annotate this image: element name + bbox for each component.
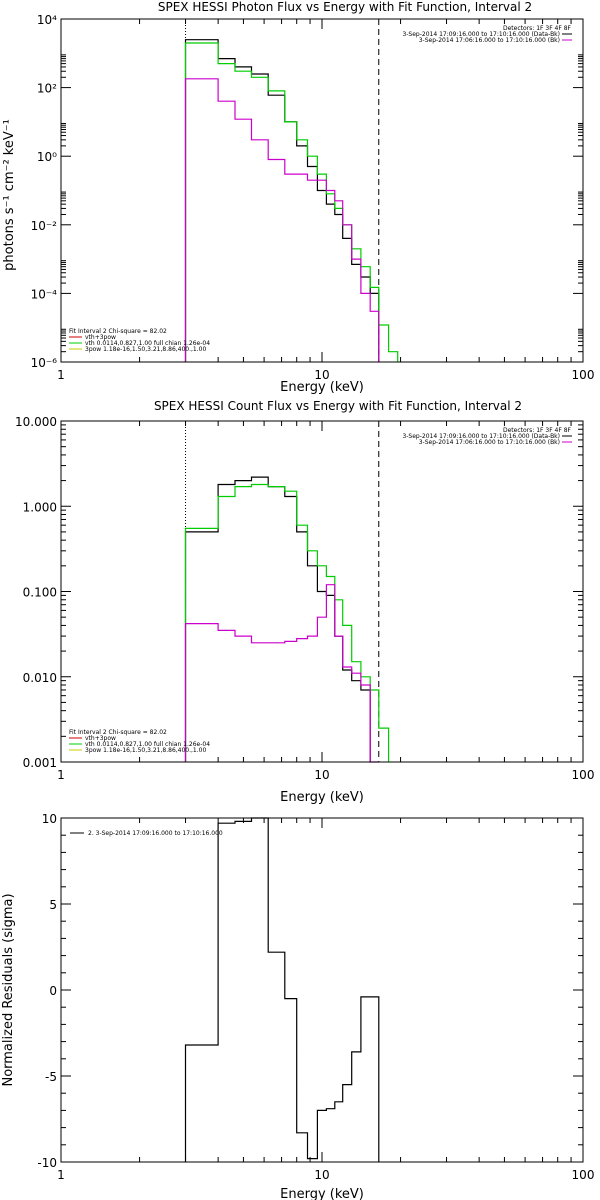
y-tick-label-3: 5	[49, 898, 57, 912]
y-tick-label-4: 10.000	[15, 415, 57, 429]
count-flux-legend-right: Detectors: 1F 3F 4F 8F 3-Sep-2014 17:09:…	[402, 427, 572, 446]
count-flux-title: SPEX HESSI Count Flux vs Energy with Fit…	[154, 399, 522, 413]
residuals-legend: 2. 3-Sep-2014 17:09:16.000 to 17:10:16.0…	[70, 830, 223, 837]
legend-bk-interval: 3-Sep-2014 17:06:16.000 to 17:10:16.000 …	[419, 439, 560, 446]
residuals-xlabel: Energy (keV)	[280, 1187, 364, 1200]
count-flux-series	[184, 476, 390, 763]
y-tick-label-2: 0.100	[23, 586, 57, 600]
residuals-series	[184, 817, 380, 1162]
count-flux-ticks: 1 10 100 0.001 0.010 0.100 1.000 10.000	[15, 415, 594, 782]
series-2--line	[184, 817, 380, 1162]
y-tick-label-3: 10⁰	[37, 150, 57, 164]
legend-vth-params: vth 0.0114,0.827,1.00 full chian 1.26e-0…	[85, 340, 210, 347]
y-tick-label-0: 10⁻⁶	[31, 356, 58, 370]
series-bk-line	[184, 584, 379, 763]
y-tick-label-3: 1.000	[23, 500, 57, 514]
legend-fit-function: vth+3pow	[85, 735, 116, 742]
x-tick-label-0: 1	[57, 368, 65, 382]
photon-flux-series	[184, 39, 399, 362]
x-tick-label-1: 10	[314, 768, 329, 782]
legend-data-interval: 3-Sep-2014 17:09:16.000 to 17:10:16.000 …	[402, 31, 560, 38]
legend-detectors: Detectors: 1F 3F 4F 8F	[503, 427, 572, 434]
y-tick-label-0: -10	[37, 1156, 57, 1170]
photon-flux-xlabel: Energy (keV)	[280, 380, 364, 395]
x-tick-label-2: 100	[572, 768, 595, 782]
y-tick-label-1: -5	[45, 1070, 57, 1084]
legend-3pow-params: 3pow 1.18e-16,1.50,3.21,8.86,400.,1.00	[85, 747, 206, 754]
legend-3pow-params: 3pow 1.18e-16,1.50,3.21,8.86,400.,1.00	[85, 346, 206, 353]
x-tick-label-1: 10	[314, 368, 329, 382]
photon-flux-legend-left: Fit Interval 2 Chi-square = 82.02 vth+3p…	[69, 328, 210, 353]
residuals-ylabel: Normalized Residuals (sigma)	[1, 893, 16, 1086]
photon-flux-ticks: 1 10 100 10⁻⁶ 10⁻⁴ 10⁻² 10⁰ 10² 10⁴	[31, 13, 595, 382]
residuals-ticks: 1 10 100 -10 -5 0 5 10	[37, 812, 594, 1182]
count-flux-legend-left: Fit Interval 2 Chi-square = 82.02 vth+3p…	[69, 729, 210, 754]
series-data-bk-line	[184, 39, 380, 362]
x-tick-label-0: 1	[57, 1168, 65, 1182]
x-tick-label-2: 100	[572, 368, 595, 382]
y-tick-label-4: 10²	[37, 82, 57, 96]
photon-flux-ylabel: photons s⁻¹ cm⁻² keV⁻¹	[2, 119, 17, 271]
y-tick-label-2: 0	[49, 984, 57, 998]
legend-fit-interval: Fit Interval 2 Chi-square = 82.02	[69, 729, 167, 736]
y-tick-label-1: 0.010	[23, 671, 57, 685]
photon-flux-title: SPEX HESSI Photon Flux vs Energy with Fi…	[158, 0, 532, 14]
count-flux-panel: SPEX HESSI Count Flux vs Energy with Fit…	[15, 399, 594, 805]
photon-flux-panel: SPEX HESSI Photon Flux vs Energy with Fi…	[2, 0, 594, 395]
legend-fit-interval: Fit Interval 2 Chi-square = 82.02	[69, 328, 167, 335]
residuals-panel: Normalized Residuals (sigma) Energy (keV…	[1, 812, 594, 1200]
x-tick-label-2: 100	[572, 1168, 595, 1182]
y-tick-label-5: 10⁴	[37, 13, 57, 27]
photon-flux-legend-right: Detectors: 1F 3F 4F 8F 3-Sep-2014 17:09:…	[402, 25, 572, 44]
series-bk-line	[184, 78, 380, 362]
legend-data-interval: 3-Sep-2014 17:09:16.000 to 17:10:16.000 …	[402, 433, 560, 440]
legend-bk-interval: 3-Sep-2014 17:06:16.000 to 17:10:16.000 …	[419, 37, 560, 44]
series-vth-3pow-line	[184, 483, 390, 762]
photon-flux-frame	[60, 18, 584, 363]
legend-residual-interval: 2. 3-Sep-2014 17:09:16.000 to 17:10:16.0…	[88, 830, 223, 837]
count-flux-xlabel: Energy (keV)	[280, 790, 364, 805]
residuals-frame	[60, 817, 584, 1163]
x-tick-label-0: 1	[57, 768, 65, 782]
y-tick-label-0: 0.001	[23, 756, 57, 770]
count-flux-frame	[60, 420, 584, 763]
y-tick-label-1: 10⁻⁴	[31, 287, 58, 301]
series-vth-3pow-line	[184, 42, 399, 362]
legend-detectors: Detectors: 1F 3F 4F 8F	[503, 25, 572, 32]
y-tick-label-4: 10	[42, 812, 57, 826]
legend-fit-function: vth+3pow	[85, 334, 116, 341]
legend-vth-params: vth 0.0114,0.827,1.00 full chian 1.26e-0…	[85, 741, 210, 748]
x-tick-label-1: 10	[314, 1168, 329, 1182]
y-tick-label-2: 10⁻²	[31, 219, 58, 233]
